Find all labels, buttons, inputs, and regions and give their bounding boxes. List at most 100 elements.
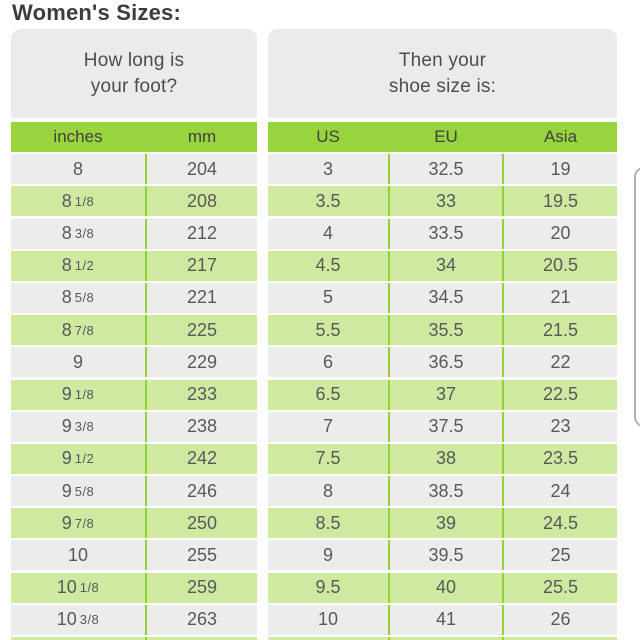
table-cell: 6.5 xyxy=(268,379,390,410)
table-cell: 24.5 xyxy=(504,508,617,539)
table-row: 6.5 37 22.5 xyxy=(268,379,617,410)
foot-length-header-row: inches mm xyxy=(11,122,257,152)
column-header-mm: mm xyxy=(187,127,217,146)
table-row: 3 32.5 19 xyxy=(268,154,617,185)
table-cell: 9 7/8 xyxy=(11,508,147,539)
table-cell: 5 xyxy=(268,282,390,313)
table-cell: 204 xyxy=(147,154,257,185)
fraction-text: 1/8 xyxy=(74,387,95,402)
table-row: 8 5/8 221 xyxy=(11,282,257,313)
table-cell: 40 xyxy=(390,572,504,603)
table-cell: 35.5 xyxy=(390,315,504,346)
page-title: Women's Sizes: xyxy=(12,0,182,25)
table-cell: 208 xyxy=(147,186,257,217)
table-cell: 221 xyxy=(147,282,257,313)
table-row: 9 229 xyxy=(11,347,257,378)
table-cell: 9 1/8 xyxy=(11,379,147,410)
table-cell: 21.5 xyxy=(504,315,617,346)
table-cell: 229 xyxy=(147,347,257,378)
table-cell xyxy=(11,637,147,640)
table-cell: 37.5 xyxy=(390,411,504,442)
table-cell: 22 xyxy=(504,347,617,378)
scrollbar-thumb[interactable] xyxy=(634,167,640,427)
table-cell: 39 xyxy=(390,508,504,539)
table-cell: 22.5 xyxy=(504,379,617,410)
fraction-text: 1/2 xyxy=(74,258,95,274)
table-row: 4.5 34 20.5 xyxy=(268,250,617,281)
table-cell: 9 5/8 xyxy=(11,476,147,507)
caption-line-1: Then your xyxy=(398,49,487,71)
fraction-text: 3/8 xyxy=(74,226,95,242)
table-row: 7.5 38 23.5 xyxy=(268,443,617,474)
table-cell xyxy=(390,637,504,640)
table-cell: 9 xyxy=(268,540,390,571)
shoe-size-table-caption: Then your shoe size is: xyxy=(268,29,617,118)
table-cell: 19 xyxy=(504,154,617,185)
table-row: 9 39.5 25 xyxy=(268,540,617,571)
table-row: 9 1/8 233 xyxy=(11,379,257,410)
table-cell: 19.5 xyxy=(504,186,617,217)
fraction-text: 3/8 xyxy=(79,612,100,628)
table-cell: 10 xyxy=(268,604,390,635)
table-cell: 255 xyxy=(147,540,257,571)
table-cell: 9 3/8 xyxy=(11,411,147,442)
table-row: 7 37.5 23 xyxy=(268,411,617,442)
foot-length-table: How long is your foot? inches mm 8 204 8 1/8… xyxy=(11,29,257,640)
table-cell: 6 xyxy=(268,347,390,378)
table-cell: 3 xyxy=(268,154,390,185)
table-cell: 23 xyxy=(504,411,617,442)
table-cell: 25 xyxy=(504,540,617,571)
table-cell: 20.5 xyxy=(504,250,617,281)
table-cell: 7.5 xyxy=(268,443,390,474)
table-cell: 36.5 xyxy=(390,347,504,378)
fraction-text: 1/8 xyxy=(79,580,100,596)
table-cell: 38 xyxy=(390,443,504,474)
column-header-inches: inches xyxy=(53,127,103,146)
fraction-text: 5/8 xyxy=(74,483,95,499)
fraction-text: 5/8 xyxy=(74,290,95,306)
table-cell: 8 xyxy=(268,476,390,507)
table-cell: 10 1/8 xyxy=(11,572,147,603)
table-cell: 8 5/8 xyxy=(11,282,147,313)
table-row: 9 5/8 246 xyxy=(11,476,257,507)
table-cell: 259 xyxy=(147,572,257,603)
table-cell: 39.5 xyxy=(390,540,504,571)
table-cell: 3.5 xyxy=(268,186,390,217)
table-row: 8 38.5 24 xyxy=(268,476,617,507)
table-cell: 8 xyxy=(11,154,147,185)
table-row: 5 34.5 21 xyxy=(268,282,617,313)
table-cell: 5.5 xyxy=(268,315,390,346)
caption-line-2: your foot? xyxy=(90,75,178,97)
table-cell: 233 xyxy=(147,379,257,410)
table-cell: 32.5 xyxy=(390,154,504,185)
table-row: 10 41 26 xyxy=(268,604,617,635)
table-cell: 41 xyxy=(390,604,504,635)
table-cell: 21 xyxy=(504,282,617,313)
fraction-text: 3/8 xyxy=(74,419,95,435)
table-cell: 212 xyxy=(147,218,257,249)
fraction-text: 1/2 xyxy=(74,451,95,467)
table-cell: 8.5 xyxy=(268,508,390,539)
table-cell: 10 xyxy=(11,540,147,571)
fraction-text: 7/8 xyxy=(74,322,95,338)
table-row: 8.5 39 24.5 xyxy=(268,508,617,539)
table-row: 8 1/2 217 xyxy=(11,250,257,281)
fraction-text: 7/8 xyxy=(74,515,95,531)
table-row: 10 3/8 263 xyxy=(11,604,257,635)
table-cell: 246 xyxy=(147,476,257,507)
table-cell xyxy=(268,637,390,640)
table-row: 6 36.5 22 xyxy=(268,347,617,378)
table-row: 3.5 33 19.5 xyxy=(268,186,617,217)
table-cell: 4 xyxy=(268,218,390,249)
table-row: 8 204 xyxy=(11,154,257,185)
table-row: 8 7/8 225 xyxy=(11,315,257,346)
table-cell: 8 7/8 xyxy=(11,315,147,346)
table-row: 10 1/8 259 xyxy=(11,572,257,603)
column-header-eu: EU xyxy=(434,127,458,146)
table-cell xyxy=(504,637,617,640)
table-cell: 4.5 xyxy=(268,250,390,281)
table-row: 9 7/8 250 xyxy=(11,508,257,539)
table-cell: 23.5 xyxy=(504,443,617,474)
table-cell: 33.5 xyxy=(390,218,504,249)
